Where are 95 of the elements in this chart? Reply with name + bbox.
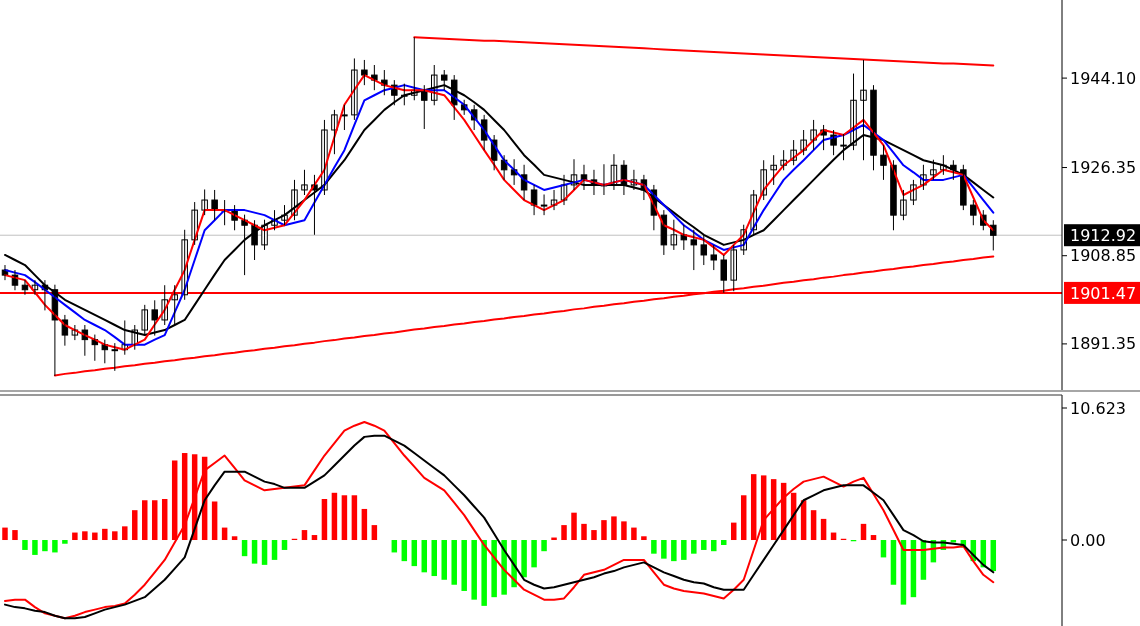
bar xyxy=(161,499,168,541)
candlestick xyxy=(670,219,678,251)
bar xyxy=(151,500,158,541)
candlestick xyxy=(710,244,718,271)
bar xyxy=(820,518,827,541)
y-tick-label: 1891.35 xyxy=(1070,334,1137,354)
candlestick xyxy=(840,133,847,161)
bar xyxy=(491,540,497,598)
bar xyxy=(311,535,318,541)
bar xyxy=(122,526,128,541)
candlestick xyxy=(111,342,119,372)
candlestick xyxy=(730,244,737,292)
bar xyxy=(62,540,68,544)
bar xyxy=(711,540,717,552)
bar xyxy=(671,540,677,562)
bar xyxy=(411,540,418,567)
bar xyxy=(531,540,537,568)
bar xyxy=(890,540,897,585)
bar xyxy=(621,521,627,541)
bar xyxy=(112,531,118,541)
candlestick xyxy=(301,169,308,196)
bar xyxy=(681,540,687,560)
bar xyxy=(142,500,148,541)
bar xyxy=(22,540,28,550)
bar xyxy=(571,512,577,541)
candlestick xyxy=(700,234,708,266)
bar xyxy=(341,495,348,541)
bar xyxy=(651,540,657,554)
candlestick xyxy=(720,254,727,294)
bar xyxy=(810,510,817,541)
bar xyxy=(12,530,18,541)
bar xyxy=(701,540,707,550)
bar xyxy=(661,540,667,559)
bar xyxy=(2,527,8,541)
bar xyxy=(441,540,447,580)
bar xyxy=(481,540,487,606)
bar xyxy=(82,531,88,541)
bar xyxy=(351,495,358,541)
bar xyxy=(241,540,248,557)
y-tick-label: 0.00 xyxy=(1070,530,1106,550)
bar xyxy=(641,536,647,541)
bar xyxy=(261,540,268,565)
bar xyxy=(561,525,567,541)
bar xyxy=(691,540,697,554)
bar xyxy=(740,495,747,541)
bar xyxy=(102,528,108,541)
bar xyxy=(331,492,338,541)
bar xyxy=(281,540,288,550)
bar xyxy=(52,540,58,553)
bar xyxy=(860,523,867,541)
bar xyxy=(581,523,587,541)
candlestick xyxy=(201,188,208,216)
ref-line-label: 1901.47 xyxy=(1070,283,1137,303)
bar xyxy=(591,530,597,541)
bar xyxy=(421,540,428,573)
candlestick xyxy=(900,189,907,221)
bar xyxy=(72,532,78,541)
bar xyxy=(750,474,757,541)
y-tick-label: 1926.35 xyxy=(1070,158,1137,178)
candlestick xyxy=(540,194,548,216)
bar xyxy=(211,501,218,541)
bar xyxy=(361,508,368,541)
bar xyxy=(32,540,38,555)
ref-line-label: 1912.92 xyxy=(1070,225,1137,245)
bar xyxy=(471,540,477,600)
bar xyxy=(251,540,258,564)
bar xyxy=(42,540,48,552)
candlestick xyxy=(361,59,368,86)
y-tick-label: 1908.85 xyxy=(1070,246,1137,266)
bar xyxy=(92,532,98,541)
y-tick-label: 10.623 xyxy=(1070,398,1126,418)
bar xyxy=(321,499,328,541)
bar xyxy=(271,540,278,560)
candlestick xyxy=(341,104,348,131)
bar xyxy=(371,525,378,541)
bar xyxy=(611,516,617,541)
y-tick-label: 1944.10 xyxy=(1070,68,1137,88)
bar xyxy=(541,540,547,552)
bar xyxy=(870,535,877,541)
bar xyxy=(301,530,308,541)
bar xyxy=(401,540,408,562)
bar xyxy=(521,540,527,578)
candlestick xyxy=(690,229,698,271)
bar xyxy=(431,540,437,577)
bar xyxy=(132,510,138,541)
bar xyxy=(451,540,457,585)
bar xyxy=(171,460,178,541)
bar xyxy=(721,540,727,545)
bar xyxy=(631,527,637,541)
candlestick xyxy=(880,144,887,181)
candlestick xyxy=(970,199,977,226)
line-series xyxy=(413,36,995,67)
bar xyxy=(461,540,467,591)
bar xyxy=(231,536,238,541)
bar xyxy=(601,520,607,541)
